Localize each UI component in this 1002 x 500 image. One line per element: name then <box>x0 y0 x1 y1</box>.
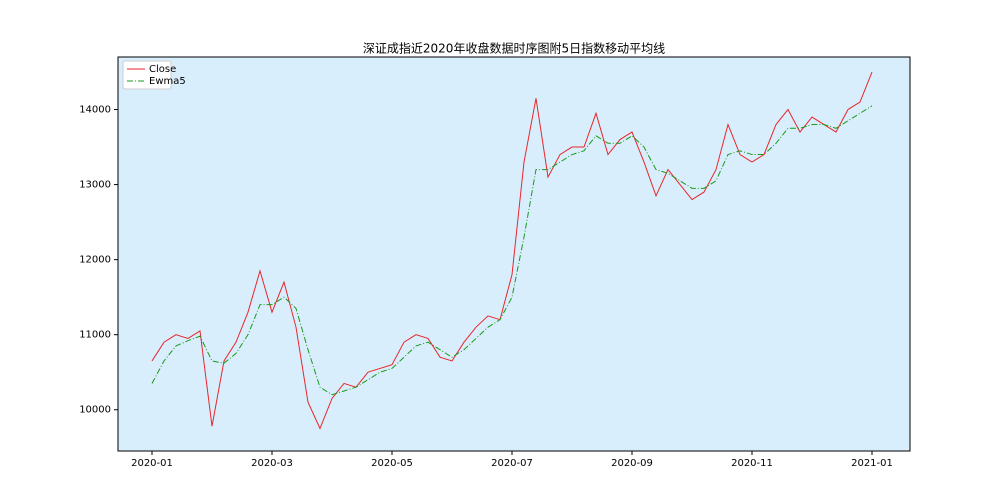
chart-title: 深证成指近2020年收盘数据时序图附5日指数移动平均线 <box>363 41 665 56</box>
x-tick-label: 2020-03 <box>251 458 293 469</box>
legend-label: Ewma5 <box>149 76 186 87</box>
line-series <box>151 71 873 430</box>
line-series <box>151 105 873 396</box>
x-tick-label: 2020-11 <box>731 458 773 469</box>
y-tick-label: 14000 <box>79 105 111 116</box>
y-tick-label: 10000 <box>79 405 111 416</box>
legend-box <box>122 60 172 90</box>
x-tick-label: 2020-07 <box>491 458 533 469</box>
legend-label: Close <box>149 64 176 75</box>
x-tick-label: 2020-05 <box>371 458 413 469</box>
x-tick-label: 2021-01 <box>851 458 893 469</box>
x-tick-label: 2020-09 <box>611 458 653 469</box>
y-tick-label: 13000 <box>79 180 111 191</box>
y-tick-label: 11000 <box>79 330 111 341</box>
x-tick-label: 2020-01 <box>131 458 173 469</box>
y-tick-label: 12000 <box>79 255 111 266</box>
